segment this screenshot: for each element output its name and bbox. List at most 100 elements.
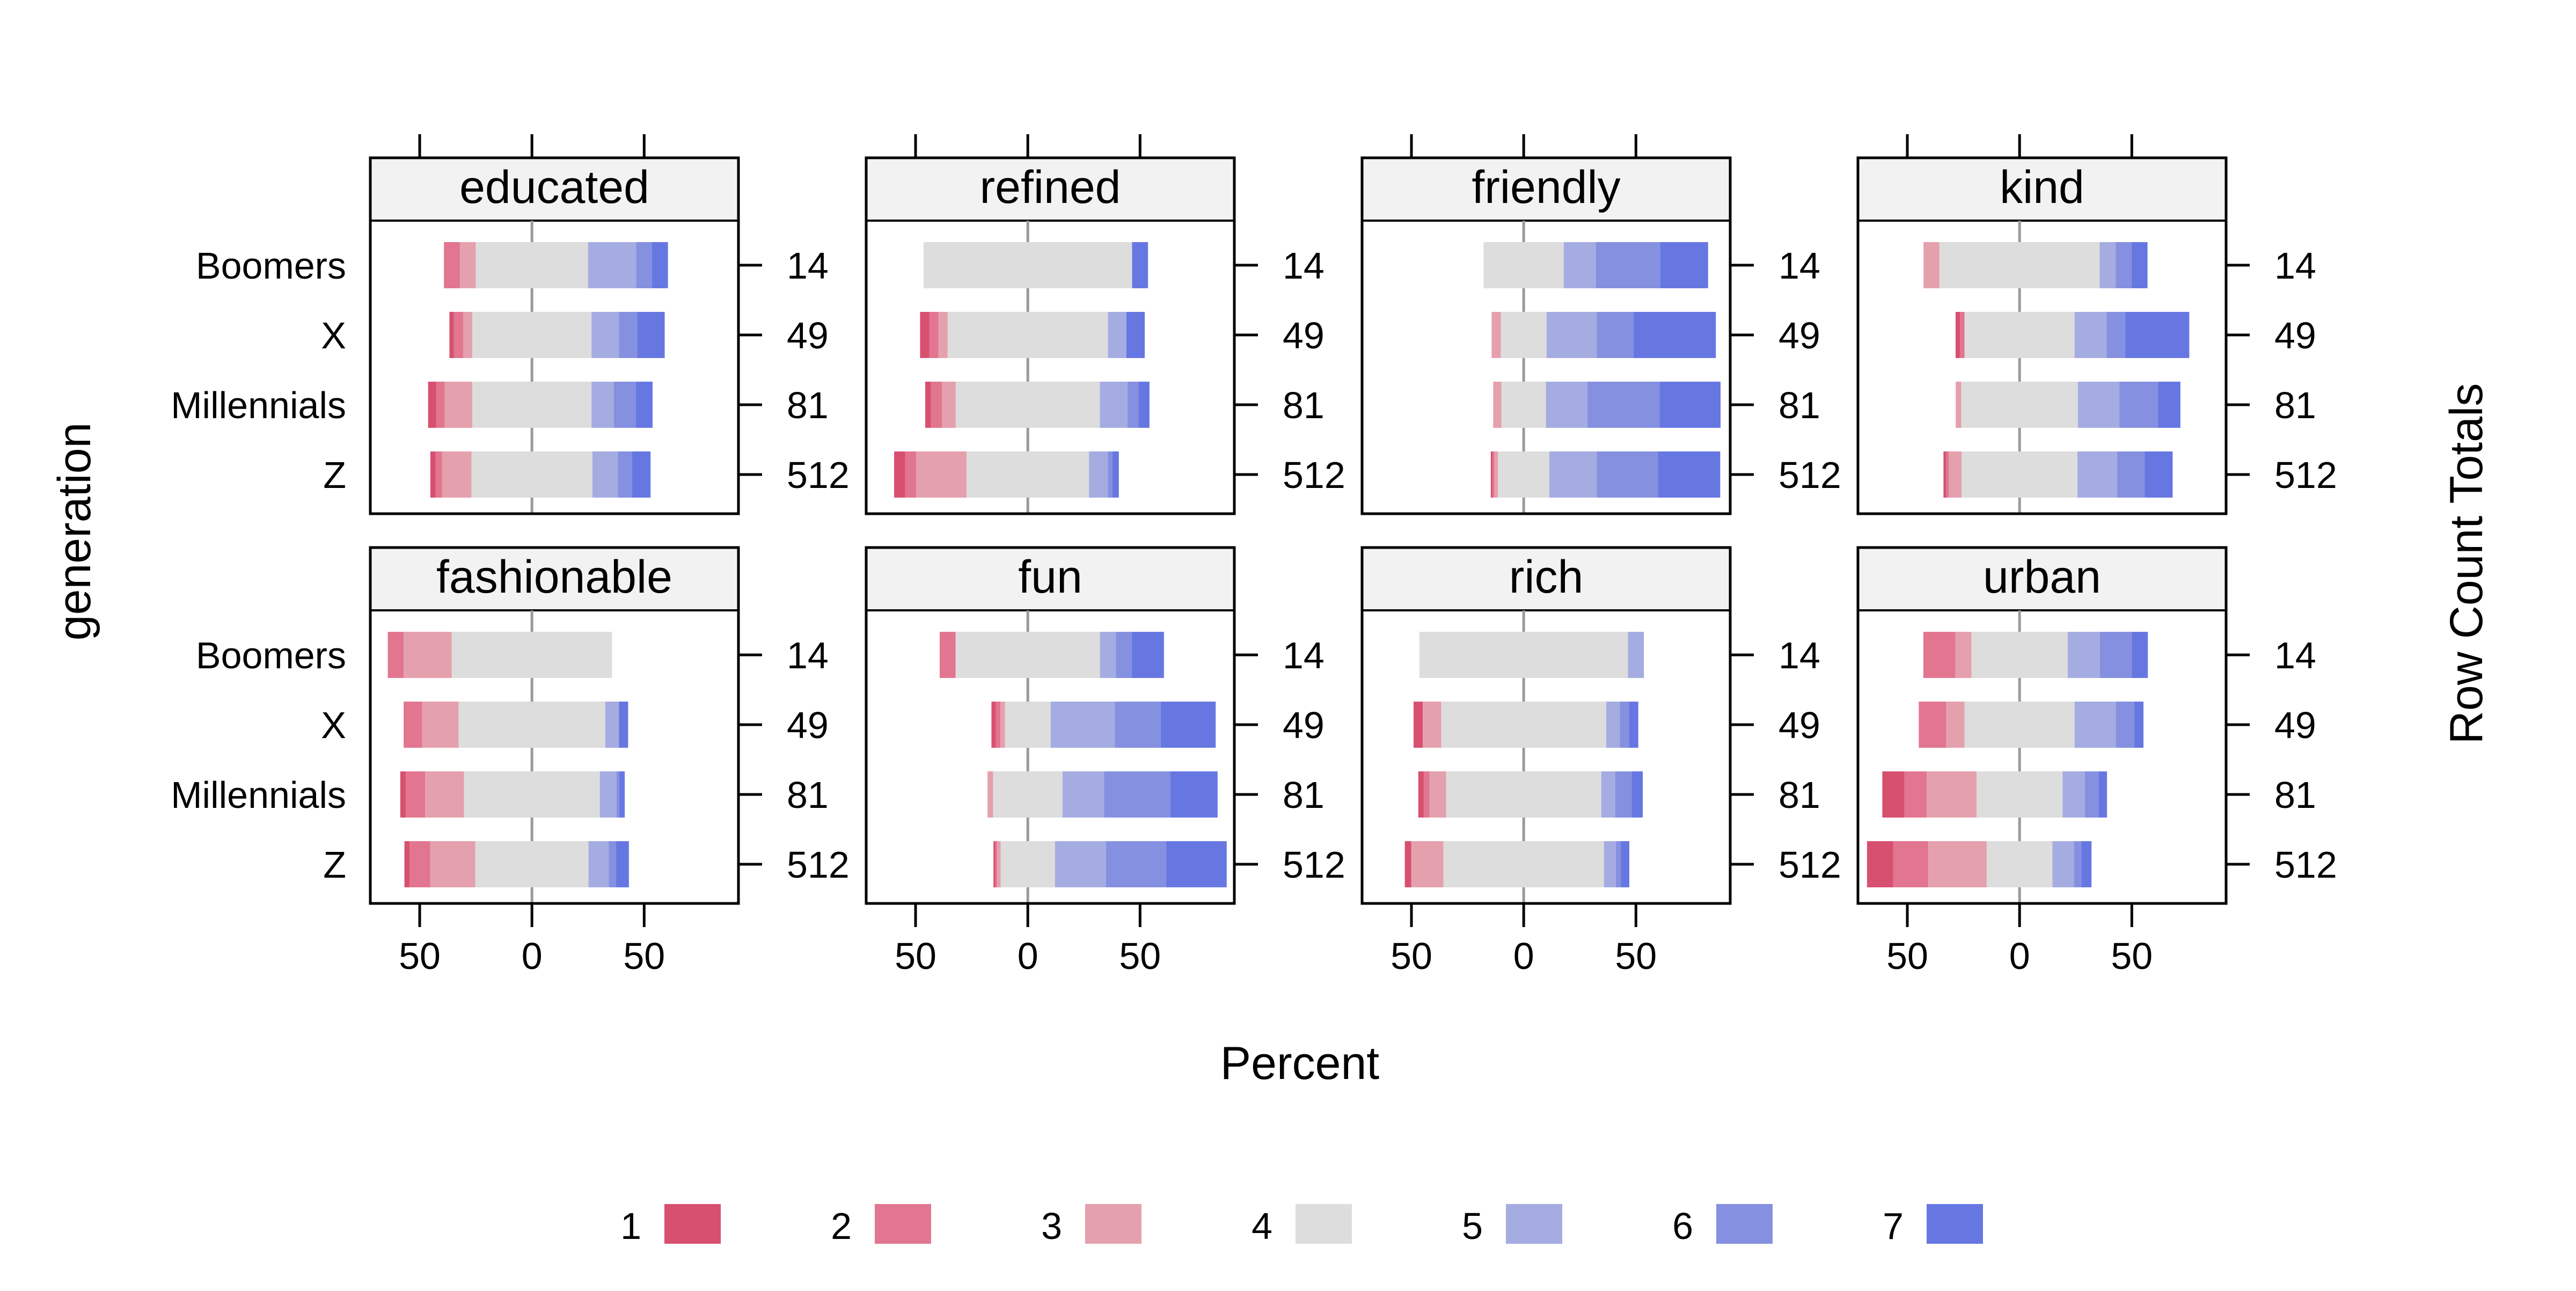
bar-segment-1: [1404, 841, 1411, 887]
bar-segment-3: [442, 451, 472, 498]
bar-segment-1: [920, 312, 930, 358]
row-total-label: 512: [1283, 844, 1345, 886]
category-label: Millennials: [171, 384, 346, 426]
bar-segment-7: [1660, 242, 1708, 288]
row-total-label: 49: [787, 704, 829, 746]
row-total-label: 14: [1779, 634, 1820, 676]
bar-segment-6: [619, 312, 638, 358]
panel-kind: kind 14 49 81 512: [1856, 134, 2337, 515]
bar-segment-2: [1923, 632, 1956, 678]
bar-segment-6: [2119, 382, 2158, 428]
legend-swatch-2: [875, 1204, 931, 1244]
bar-segment-7: [2132, 632, 2148, 678]
bar-segment-1: [991, 702, 996, 748]
category-label: Z: [323, 844, 346, 886]
legend-label: 5: [1462, 1205, 1483, 1247]
bar-segment-1: [404, 841, 410, 887]
bar-segment-5: [1050, 702, 1115, 748]
bar-segment-2: [436, 382, 445, 428]
x-tick-label: 50: [1119, 935, 1161, 977]
row-total-label: 81: [2274, 774, 2316, 816]
bar-segment-6: [1115, 702, 1161, 748]
bar-segment-2: [404, 702, 422, 748]
legend-swatch-5: [1506, 1204, 1562, 1244]
bar-segment-5: [1100, 382, 1128, 428]
row-total-label: 81: [1283, 384, 1324, 426]
bar-segment-4: [475, 242, 588, 288]
bar-segment-6: [1108, 451, 1113, 498]
bar-segment-7: [2081, 841, 2092, 887]
panel-rich: rich 50 0 50 14 49 81 512: [1360, 546, 1841, 977]
bar-segment-5: [2052, 841, 2074, 887]
bar-segment-4: [1446, 771, 1601, 818]
bar-segment-5: [2067, 632, 2100, 678]
bar-segment-4: [472, 382, 592, 428]
bar-segment-1: [428, 382, 437, 428]
bar-segment-5: [605, 702, 619, 748]
bar-segment-7: [1170, 771, 1218, 818]
bar-segment-2: [939, 632, 956, 678]
bar-segment-3: [941, 382, 956, 428]
bar-segment-3: [430, 841, 475, 887]
row-total-label: 49: [1779, 704, 1820, 746]
panel-strip: [1362, 548, 1730, 610]
legend-label: 6: [1672, 1205, 1693, 1247]
row-total-label: 512: [2274, 844, 2337, 886]
bar-segment-5: [1563, 242, 1596, 288]
panel-strip: [1858, 158, 2226, 221]
panel-strip: [370, 158, 738, 221]
row-total-label: 81: [1283, 774, 1324, 816]
panel-strip: [370, 548, 738, 610]
bar-segment-3: [1491, 312, 1501, 358]
x-tick-label: 50: [895, 935, 936, 977]
bar-segment-1: [1955, 312, 1960, 358]
row-total-label: 512: [1779, 454, 1841, 496]
x-tick-label: 50: [399, 935, 441, 977]
legend: 1 2 3 4 5 6 7: [620, 1204, 1983, 1247]
bar-segment-1: [1418, 771, 1424, 818]
bar-segment-7: [616, 841, 629, 887]
bar-segment-7: [1621, 841, 1629, 887]
bar-segment-6: [2106, 312, 2125, 358]
bar-segment-5: [592, 451, 618, 498]
bar-segment-5: [591, 312, 619, 358]
bar-segment-4: [1986, 841, 2053, 887]
legend-swatch-4: [1296, 1204, 1352, 1244]
panel-fun: fun 50 0 50 14 49 81 512: [865, 546, 1345, 977]
bar-segment-3: [1423, 702, 1441, 748]
x-tick-label: 50: [1391, 935, 1432, 977]
bar-segment-7: [1629, 702, 1638, 748]
row-total-label: 49: [1283, 704, 1324, 746]
row-total-label: 14: [2274, 245, 2316, 287]
bar-segment-1: [993, 841, 996, 887]
bar-segment-7: [637, 312, 665, 358]
x-tick-label: 50: [2111, 935, 2153, 977]
bar-segment-4: [1000, 841, 1055, 887]
row-total-label: 512: [2274, 454, 2337, 496]
bar-segment-3: [463, 312, 473, 358]
bar-segment-5: [591, 382, 614, 428]
bar-segment-1: [1882, 771, 1905, 818]
legend-label: 1: [620, 1205, 641, 1247]
legend-swatch-3: [1085, 1204, 1141, 1244]
bar-segment-4: [1971, 632, 2068, 678]
bar-segment-4: [1498, 451, 1550, 498]
bar-segment-6: [636, 242, 652, 288]
bar-segment-7: [636, 382, 653, 428]
legend-swatch-7: [1927, 1204, 1983, 1244]
bar-segment-7: [652, 242, 668, 288]
bar-segment-3: [1000, 702, 1005, 748]
bar-segment-2: [453, 312, 463, 358]
x-tick-label: 50: [623, 935, 665, 977]
row-total-label: 49: [2274, 704, 2316, 746]
x-axis-title: Percent: [1220, 1038, 1379, 1089]
panel-urban: urban 50 0 50 14 49 81 512: [1856, 546, 2337, 977]
bar-segment-2: [444, 242, 460, 288]
bar-segment-7: [1126, 312, 1145, 358]
bar-segment-5: [1628, 632, 1644, 678]
panel-title: friendly: [1472, 162, 1620, 213]
panel-strip: [1858, 548, 2226, 610]
row-total-label: 14: [1283, 245, 1324, 287]
row-total-label: 512: [787, 844, 850, 886]
bar-segment-5: [1604, 841, 1616, 887]
